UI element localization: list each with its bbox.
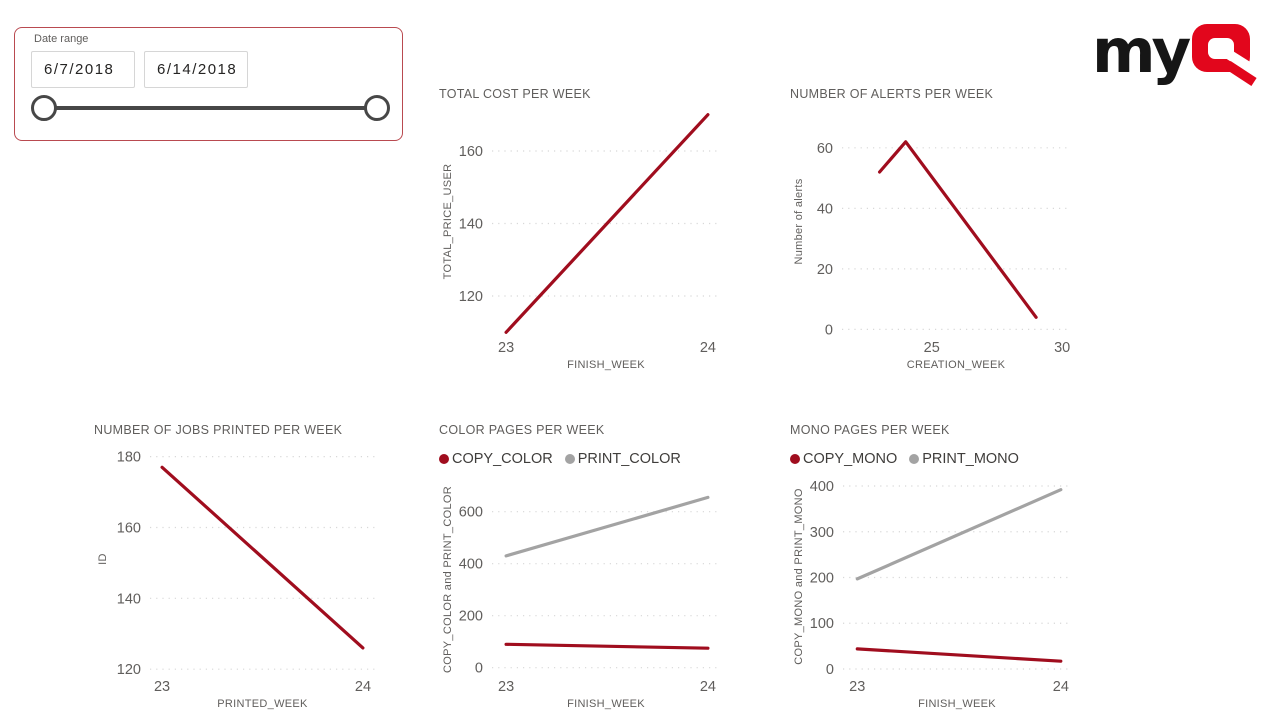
y-tick-label: 100 [810, 616, 834, 632]
legend-item-print_color[interactable]: PRINT_COLOR [564, 451, 681, 467]
y-tick-label: 160 [117, 520, 141, 536]
chart-legend: COPY_COLOR PRINT_COLOR [439, 451, 681, 467]
legend-item-copy_color[interactable]: COPY_COLOR [439, 451, 553, 467]
series-line-total-price-user[interactable] [504, 113, 710, 334]
chart-plot-area: 0 100 200 300 400 23 24 FINISH_WEEK COPY_MONO an… [793, 479, 1071, 710]
x-axis-title: FINISH_WEEK [567, 698, 645, 710]
chart-title: NUMBER OF ALERTS PER WEEK [790, 87, 994, 101]
legend-dot-icon [564, 454, 575, 464]
legend-item-print_mono[interactable]: PRINT_MONO [909, 451, 1019, 467]
x-axis-title: CREATION_WEEK [907, 359, 1006, 371]
y-tick-label: 160 [459, 144, 483, 160]
x-axis-title: PRINTED_WEEK [217, 698, 308, 710]
y-axis-title: COPY_MONO and PRINT_MONO [793, 488, 805, 665]
chart-mono-pages-per-week[interactable]: MONO PAGES PER WEEK COPY_MONO PRINT_MONO 0 1… [790, 421, 1082, 721]
y-tick-label: 600 [459, 505, 483, 521]
date-range-slider [15, 28, 402, 140]
myq-logo: my [1092, 16, 1265, 87]
x-tick-label: 24 [700, 679, 716, 695]
legend-dot-icon [909, 454, 920, 464]
legend-label: PRINT_COLOR [577, 451, 681, 467]
start-date-input[interactable] [31, 51, 135, 88]
y-tick-label: 300 [810, 525, 834, 541]
end-date-input[interactable] [144, 51, 248, 88]
y-tick-label: 120 [117, 662, 141, 678]
y-tick-label: 0 [475, 661, 483, 677]
series-line-copy-mono[interactable] [855, 647, 1063, 663]
myq-logo-svg: my [1092, 16, 1257, 87]
legend-label: COPY_COLOR [452, 451, 553, 467]
chart-title: COLOR PAGES PER WEEK [439, 423, 605, 437]
chart-plot-area: 120 140 160 23 24 FINISH_WEEK TOTAL_PRICE_USER [442, 113, 720, 371]
chart-plot-area: 0 200 400 600 23 24 FINISH_WEEK COPY_COLOR and … [442, 486, 720, 710]
series-line-copy-color[interactable] [504, 642, 710, 650]
chart-title: TOTAL COST PER WEEK [439, 87, 591, 101]
y-tick-label: 400 [810, 479, 834, 495]
y-tick-label: 180 [117, 450, 141, 466]
y-tick-label: 140 [117, 591, 141, 607]
series-line-number-of-alerts[interactable] [877, 140, 1038, 319]
x-tick-label: 23 [498, 679, 514, 695]
legend-item-copy_mono[interactable]: COPY_MONO [790, 451, 897, 467]
y-axis-title: TOTAL_PRICE_USER [442, 164, 454, 280]
y-tick-label: 0 [825, 322, 833, 338]
chart-number-of-jobs-printed-per-week[interactable]: NUMBER OF JOBS PRINTED PER WEEK 120 140 160… [94, 421, 396, 721]
x-axis-title: FINISH_WEEK [918, 698, 996, 710]
y-tick-label: 0 [826, 662, 834, 678]
x-tick-label: 30 [1054, 340, 1070, 356]
slider-handle-start[interactable] [31, 95, 57, 121]
y-tick-label: 140 [459, 216, 483, 232]
y-axis-title: Number of alerts [793, 178, 805, 264]
chart-plot-area: 120 140 160 180 23 24 PRINTED_WEEK ID [97, 450, 375, 710]
slider-handle-end[interactable] [364, 95, 390, 121]
legend-dot-icon [439, 454, 449, 464]
series-line-print-mono[interactable] [855, 488, 1063, 581]
x-tick-label: 24 [700, 340, 716, 356]
y-tick-label: 40 [817, 201, 833, 217]
y-axis-title: COPY_COLOR and PRINT_COLOR [442, 486, 454, 673]
chart-title: NUMBER OF JOBS PRINTED PER WEEK [94, 423, 343, 437]
x-tick-label: 24 [1053, 679, 1069, 695]
x-tick-label: 23 [849, 679, 865, 695]
y-tick-label: 20 [817, 262, 833, 278]
y-tick-label: 200 [459, 609, 483, 625]
x-axis-title: FINISH_WEEK [567, 359, 645, 371]
chart-legend: COPY_MONO PRINT_MONO [790, 451, 1019, 467]
x-tick-label: 23 [154, 679, 170, 695]
x-tick-label: 24 [355, 679, 371, 695]
x-tick-label: 23 [498, 340, 514, 356]
chart-plot-area: 0 20 40 60 25 30 CREATION_WEEK Number of alerts [793, 140, 1070, 371]
y-tick-label: 400 [459, 557, 483, 573]
x-tick-label: 25 [924, 340, 940, 356]
logo-my-text: my [1095, 22, 1191, 86]
legend-dot-icon [790, 454, 800, 464]
legend-label: COPY_MONO [803, 451, 898, 467]
slicer-title: Date range [34, 33, 89, 45]
chart-color-pages-per-week[interactable]: COLOR PAGES PER WEEK COPY_COLOR PRINT_COLO… [439, 421, 741, 721]
legend-label: PRINT_MONO [922, 451, 1019, 467]
series-line-print-color[interactable] [504, 495, 710, 558]
chart-title: MONO PAGES PER WEEK [790, 423, 950, 437]
y-tick-label: 60 [817, 141, 833, 157]
date-range-slicer: Date range [14, 27, 403, 141]
y-axis-title: ID [97, 553, 109, 565]
slider-track[interactable] [44, 106, 377, 110]
series-line-id[interactable] [160, 465, 365, 650]
logo-q-glyph [1192, 24, 1257, 86]
y-tick-label: 120 [459, 289, 483, 305]
chart-number-of-alerts-per-week[interactable]: NUMBER OF ALERTS PER WEEK 0 20 40 60 25 30 CREA… [790, 85, 1082, 385]
y-tick-label: 200 [810, 571, 834, 587]
chart-total-cost-per-week[interactable]: TOTAL COST PER WEEK 120 140 160 23 24 FINISH_W… [439, 85, 741, 385]
